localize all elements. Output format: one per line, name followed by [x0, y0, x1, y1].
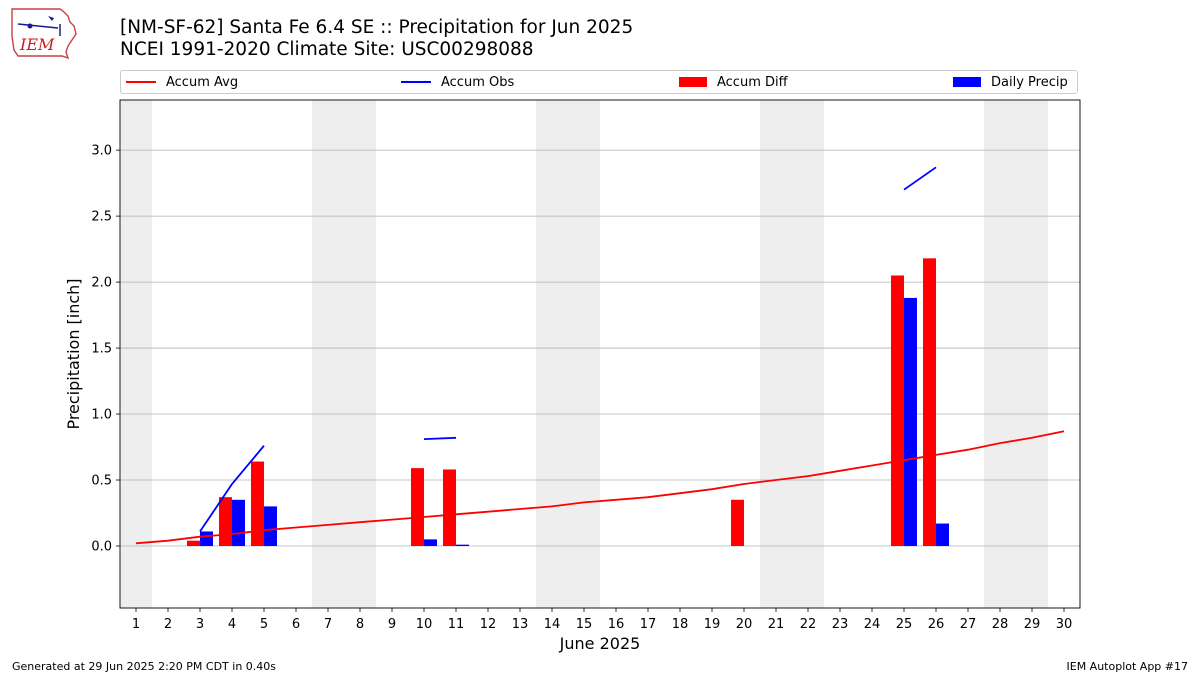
accum-diff-bar — [219, 497, 232, 546]
x-tick-label: 13 — [512, 617, 529, 632]
accum-avg-line — [135, 430, 1065, 545]
x-tick-label: 25 — [896, 617, 913, 632]
x-tick-label: 27 — [960, 617, 977, 632]
accum-diff-bar — [251, 461, 264, 546]
weekend-band — [536, 100, 600, 608]
weekend-band — [120, 100, 152, 608]
x-tick-label: 9 — [388, 617, 396, 632]
weekend-band — [760, 100, 824, 608]
y-tick-label: 2.5 — [91, 210, 112, 225]
legend-item-accum-obs: Accum Obs — [401, 71, 514, 93]
x-tick-label: 30 — [1056, 617, 1073, 632]
app-credit: IEM Autoplot App #17 — [1066, 660, 1189, 673]
daily-precip-bar — [904, 297, 917, 546]
x-tick-label: 19 — [704, 617, 721, 632]
x-tick-label: 10 — [416, 617, 433, 632]
y-axis-label: Precipitation [inch] — [64, 278, 83, 429]
y-tick-label: 1.5 — [91, 342, 112, 357]
x-tick-label: 4 — [228, 617, 236, 632]
y-tick-label: 1.0 — [91, 408, 112, 423]
accum-obs-line — [423, 436, 457, 440]
y-tick-label: 0.5 — [91, 474, 112, 489]
generated-timestamp: Generated at 29 Jun 2025 2:20 PM CDT in … — [12, 660, 277, 673]
legend-label: Accum Avg — [166, 74, 239, 90]
accum-diff-bar — [731, 499, 744, 546]
x-tick-label: 18 — [672, 617, 689, 632]
logo-text: IEM — [19, 35, 55, 54]
x-tick-label: 28 — [992, 617, 1009, 632]
weekend-band — [984, 100, 1048, 608]
x-tick-label: 16 — [608, 617, 625, 632]
x-tick-label: 26 — [928, 617, 945, 632]
accum-diff-bar — [187, 540, 200, 546]
x-tick-label: 14 — [544, 617, 561, 632]
accum-diff-bar — [443, 469, 456, 546]
y-tick-label: 0.0 — [91, 539, 112, 554]
x-tick-label: 22 — [800, 617, 817, 632]
accum-obs-line — [903, 166, 937, 191]
accum-obs-line — [199, 445, 265, 533]
y-tick-label: 3.0 — [91, 144, 112, 159]
x-tick-label: 7 — [324, 617, 332, 632]
x-tick-label: 8 — [356, 617, 364, 632]
legend-swatch — [679, 77, 707, 87]
legend: Accum Avg Accum Obs Accum Diff Daily Pre… — [120, 70, 1078, 94]
x-tick-label: 11 — [448, 617, 465, 632]
x-axis-label: June 2025 — [559, 634, 641, 653]
legend-swatch — [401, 81, 431, 83]
x-tick-label: 12 — [480, 617, 497, 632]
y-tick-label: 2.0 — [91, 276, 112, 291]
legend-label: Daily Precip — [991, 74, 1068, 90]
x-tick-label: 17 — [640, 617, 657, 632]
daily-precip-bar — [936, 523, 949, 546]
weekend-band — [312, 100, 376, 608]
x-tick-label: 1 — [132, 617, 140, 632]
x-tick-label: 21 — [768, 617, 785, 632]
x-tick-label: 3 — [196, 617, 204, 632]
legend-item-accum-avg: Accum Avg — [126, 71, 238, 93]
legend-label: Accum Diff — [717, 74, 788, 90]
iem-logo: IEM — [11, 8, 77, 60]
title-line-1: [NM-SF-62] Santa Fe 6.4 SE :: Precipitat… — [120, 17, 634, 38]
x-tick-label: 29 — [1024, 617, 1041, 632]
legend-swatch — [953, 77, 981, 87]
x-tick-label: 23 — [832, 617, 849, 632]
legend-label: Accum Obs — [441, 74, 515, 90]
daily-precip-bar — [264, 506, 277, 546]
x-tick-label: 20 — [736, 617, 753, 632]
x-tick-label: 6 — [292, 617, 300, 632]
legend-item-daily-precip: Daily Precip — [953, 71, 1068, 93]
legend-swatch — [126, 81, 156, 83]
daily-precip-bar — [456, 544, 469, 546]
x-tick-label: 5 — [260, 617, 268, 632]
x-tick-label: 15 — [576, 617, 593, 632]
accum-diff-bar — [411, 468, 424, 546]
accum-diff-bar — [891, 275, 904, 546]
x-tick-label: 24 — [864, 617, 881, 632]
legend-item-accum-diff: Accum Diff — [679, 71, 788, 93]
daily-precip-bar — [200, 531, 213, 546]
daily-precip-bar — [424, 539, 437, 546]
plot-frame — [119, 99, 1081, 609]
accum-diff-bar — [923, 258, 936, 546]
title-line-2: NCEI 1991-2020 Climate Site: USC00298088 — [120, 39, 534, 60]
x-tick-label: 2 — [164, 617, 172, 632]
chart-title: [NM-SF-62] Santa Fe 6.4 SE :: Precipitat… — [120, 17, 633, 61]
daily-precip-bar — [232, 499, 245, 546]
